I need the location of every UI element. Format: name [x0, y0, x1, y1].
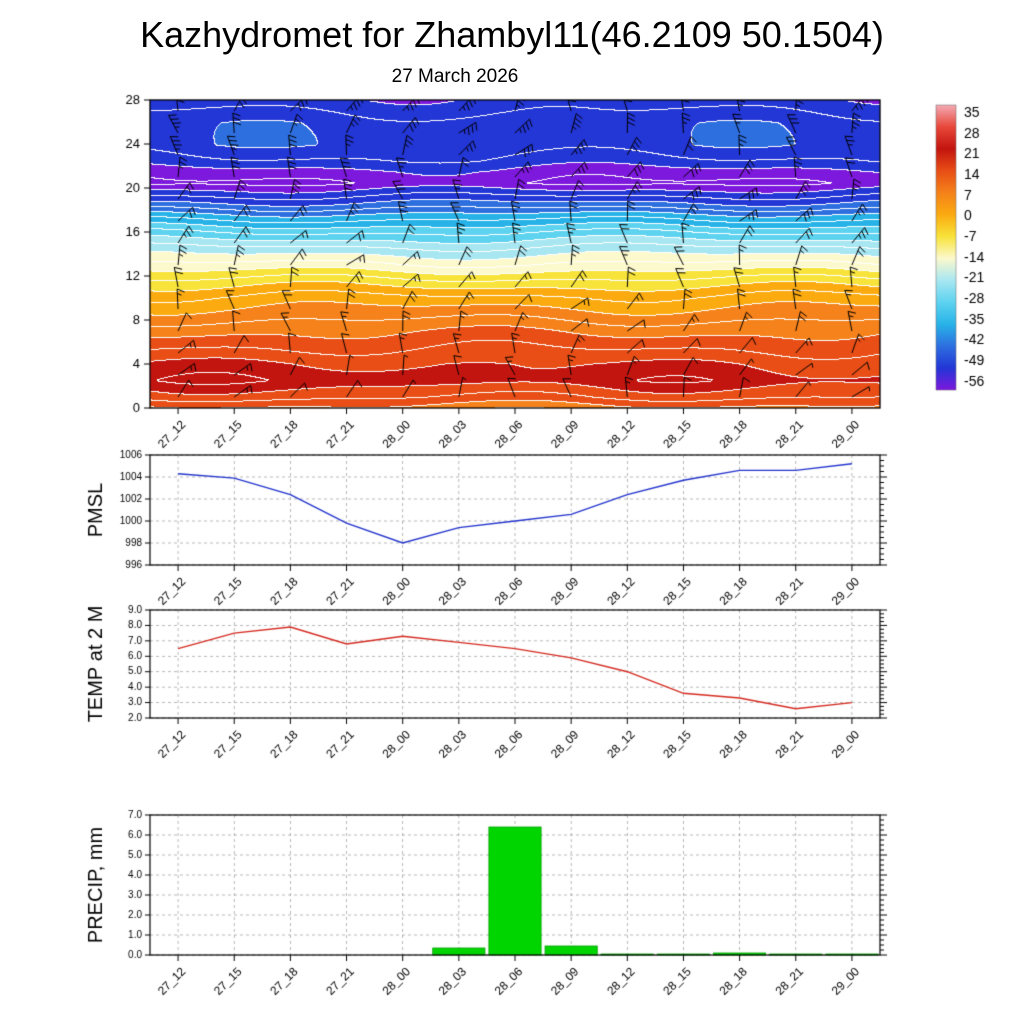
page-title: Kazhydromet for Zhambyl11(46.2109 50.150… — [140, 14, 884, 55]
chart-subtitle: 27 March 2026 — [391, 66, 519, 87]
